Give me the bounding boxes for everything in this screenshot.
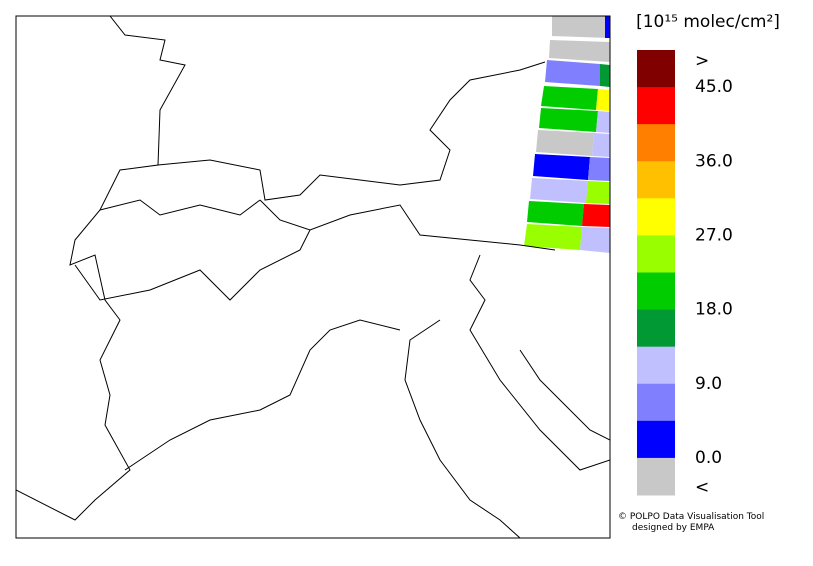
colorbar-label: 36.0 (695, 151, 733, 171)
color-box (637, 383, 675, 422)
borders (16, 16, 610, 538)
color-box (637, 420, 675, 459)
color-box (637, 198, 675, 236)
credit: © POLPO Data Visualisation Tool (618, 512, 764, 522)
color-box (637, 309, 675, 348)
colorbar-label: 18.0 (695, 300, 733, 320)
colorbar-label: 45.0 (695, 77, 733, 97)
colorbar-label: 9.0 (695, 374, 722, 394)
map-frame (15, 15, 611, 539)
color-box (637, 50, 675, 88)
credit: designed by EMPA (632, 523, 715, 533)
colorbar: >45.0 36.0 27.0 18.0 9.0 0.0 < (637, 50, 733, 498)
color-box (637, 87, 675, 125)
colorbar-label: > (695, 51, 709, 71)
color-box (637, 272, 675, 311)
color-box (637, 124, 675, 162)
color-box (637, 161, 675, 199)
satellite-swath (524, 16, 610, 253)
color-box (637, 235, 675, 273)
colorbar-label: 27.0 (695, 225, 733, 245)
colorbar-label: 0.0 (695, 448, 722, 468)
colorbar-label: < (695, 478, 709, 498)
color-box (637, 346, 675, 385)
color-box (637, 457, 675, 496)
colorbar-title: [10¹⁵ molec/cm²] (636, 12, 780, 32)
